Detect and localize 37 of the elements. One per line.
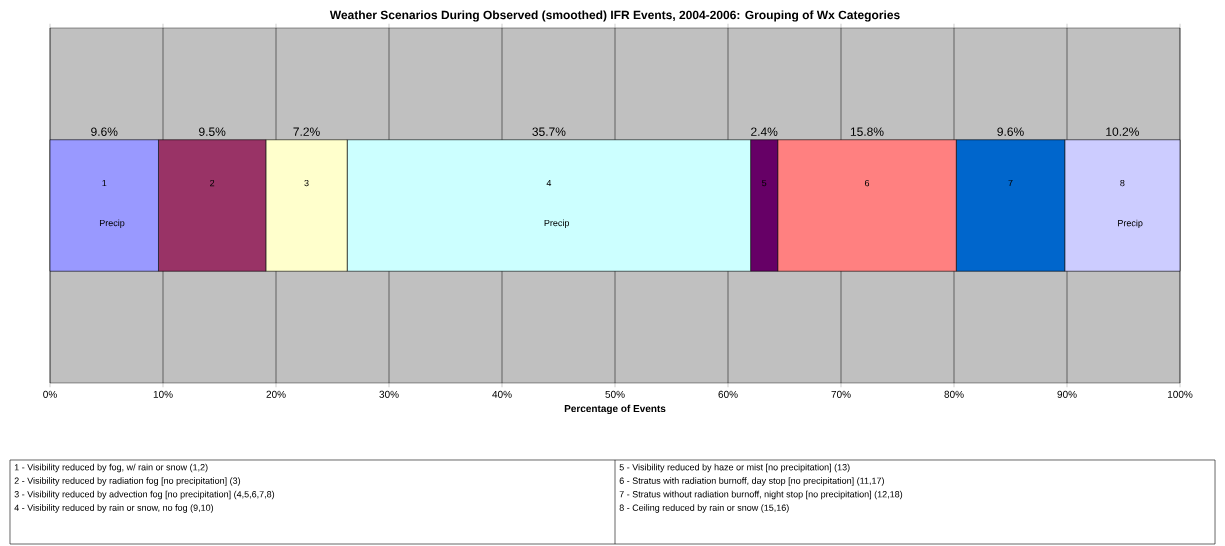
data-label: 10.2% <box>1106 127 1139 136</box>
text: 2 - Visibility reduced by radiation fog [no precipitation] (3) <box>14 477 241 486</box>
data-label: 9.5% <box>199 127 226 136</box>
x-tick-label: 30% <box>379 390 399 398</box>
x-tick-label: 0% <box>43 390 57 398</box>
series-label: 7 <box>1008 179 1013 187</box>
series-label: 5 <box>762 179 767 187</box>
data-label: 9.6% <box>997 127 1024 136</box>
series-label: 2 <box>210 179 215 187</box>
x-tick-label: 40% <box>492 390 512 398</box>
text: 6 - Stratus with radiation burnoff, day stop [no precipitation] (11,17) <box>619 477 884 486</box>
x-tick-label: 60% <box>718 390 738 398</box>
text: 8 Precip <box>1118 179 1143 229</box>
x-tick-label: 50% <box>605 390 625 398</box>
text: 4 - Visibility reduced by rain or snow, no fog (9,10) <box>14 504 214 513</box>
text: 1 Precip <box>99 179 125 228</box>
text: 5 - Visibility reduced by haze or mist [no precipitation] (13) <box>619 463 850 473</box>
text: 4 Precip <box>544 179 570 228</box>
x-tick-label: 80% <box>944 390 964 398</box>
series-label: 3 <box>304 179 309 187</box>
chart-title: Weather Scenarios During Observed (smoothed) IFR Events, 2004-2006: Grouping of Wx Categories <box>329 10 900 22</box>
data-label: 9.6% <box>91 127 118 136</box>
data-label: 35.7% <box>532 127 566 136</box>
data-label: 7.2% <box>293 127 320 136</box>
x-tick-label: 10% <box>153 390 173 398</box>
text: 8 - Ceiling reduced by rain or snow (15,16) <box>619 504 789 513</box>
x-axis-title: Percentage of Events <box>564 404 666 415</box>
x-tick-label: 70% <box>831 390 851 398</box>
data-label: 15.8% <box>850 127 884 136</box>
series-label: 6 <box>864 179 870 187</box>
data-label: 2.4% <box>751 127 778 136</box>
x-tick-label: 20% <box>266 390 286 398</box>
text: 1 - Visibility reduced by fog, w/ rain or snow (1,2) <box>14 463 208 473</box>
x-tick-label: 90% <box>1057 390 1077 398</box>
text: 7 - Stratus without radiation burnoff, night stop [no precipitation] (12,18) <box>619 490 903 500</box>
x-tick-label: 100% <box>1167 390 1193 398</box>
text: 3 - Visibility reduced by advection fog [no precipitation] (4,5,6,7,8) <box>14 490 275 500</box>
